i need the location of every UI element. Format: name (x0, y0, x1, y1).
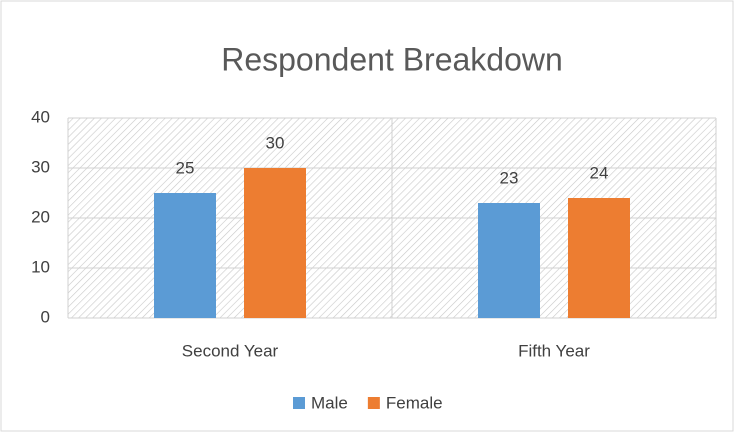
y-tick-label: 0 (41, 307, 50, 326)
chart-title: Respondent Breakdown (221, 41, 563, 77)
legend-swatch (367, 397, 380, 409)
legend-label: Female (386, 393, 443, 412)
x-tick-label: Second Year (182, 341, 279, 360)
data-label: 25 (176, 158, 195, 177)
y-tick-label: 10 (31, 257, 50, 276)
bar (244, 168, 306, 318)
y-tick-label: 40 (31, 107, 50, 126)
legend-label: Male (311, 393, 348, 412)
y-tick-label: 30 (31, 157, 50, 176)
bar (478, 203, 540, 318)
bar (568, 198, 630, 318)
y-tick-label: 20 (31, 207, 50, 226)
data-label: 23 (500, 168, 519, 187)
x-tick-label: Fifth Year (518, 341, 590, 360)
legend-swatch (293, 397, 305, 409)
data-label: 24 (590, 163, 609, 182)
data-label: 30 (266, 133, 285, 152)
bar (154, 193, 216, 318)
